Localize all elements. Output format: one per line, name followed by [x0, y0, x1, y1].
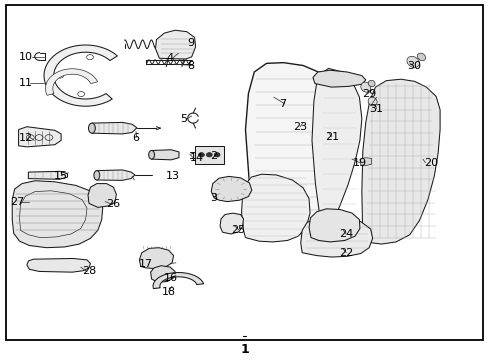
Text: 9: 9 [186, 38, 194, 48]
Text: 10: 10 [19, 52, 33, 62]
Polygon shape [241, 174, 309, 242]
Ellipse shape [88, 123, 95, 133]
Polygon shape [271, 91, 276, 101]
Text: 12: 12 [19, 132, 33, 143]
Text: 14: 14 [189, 153, 203, 163]
Polygon shape [27, 258, 90, 272]
Text: 1: 1 [240, 343, 248, 356]
Polygon shape [12, 181, 102, 248]
Text: 2: 2 [210, 150, 217, 161]
Polygon shape [155, 30, 195, 59]
Polygon shape [153, 273, 203, 289]
Ellipse shape [360, 82, 370, 92]
Polygon shape [211, 176, 251, 202]
Polygon shape [194, 146, 224, 164]
Text: 21: 21 [325, 132, 339, 142]
Ellipse shape [367, 80, 374, 87]
Polygon shape [150, 266, 175, 282]
Polygon shape [28, 171, 67, 179]
Polygon shape [245, 63, 351, 236]
Text: 13: 13 [166, 171, 180, 181]
Text: 29: 29 [361, 89, 375, 99]
Ellipse shape [406, 57, 419, 67]
Text: 31: 31 [369, 104, 383, 114]
Text: 20: 20 [424, 158, 438, 168]
Polygon shape [19, 127, 61, 147]
Polygon shape [220, 213, 243, 234]
Text: 25: 25 [230, 225, 244, 235]
Polygon shape [44, 45, 117, 106]
Ellipse shape [148, 150, 154, 159]
Ellipse shape [198, 153, 204, 157]
Text: 6: 6 [132, 132, 139, 143]
Polygon shape [277, 91, 282, 101]
Polygon shape [151, 150, 179, 160]
Text: 16: 16 [164, 273, 178, 283]
Polygon shape [97, 170, 135, 180]
Text: 24: 24 [339, 229, 353, 239]
Polygon shape [361, 79, 439, 244]
Text: 22: 22 [339, 248, 353, 258]
Polygon shape [308, 209, 359, 242]
Polygon shape [92, 122, 137, 134]
Text: 4: 4 [166, 53, 173, 63]
Polygon shape [88, 184, 116, 207]
Polygon shape [45, 69, 98, 95]
Text: 17: 17 [139, 258, 153, 269]
Text: 26: 26 [106, 199, 121, 210]
Ellipse shape [94, 171, 100, 180]
Text: 18: 18 [161, 287, 175, 297]
Text: 30: 30 [406, 60, 420, 71]
Polygon shape [312, 70, 365, 87]
Ellipse shape [214, 153, 220, 157]
Text: 3: 3 [210, 193, 217, 203]
Text: 15: 15 [54, 171, 68, 181]
Text: 8: 8 [186, 60, 194, 71]
Polygon shape [311, 68, 361, 230]
Polygon shape [300, 216, 372, 257]
Ellipse shape [367, 97, 376, 106]
Text: 28: 28 [82, 266, 96, 276]
Polygon shape [283, 91, 288, 101]
Text: 23: 23 [293, 122, 307, 132]
Polygon shape [139, 248, 173, 269]
Text: 19: 19 [352, 158, 366, 168]
Ellipse shape [206, 153, 212, 157]
Text: 5: 5 [180, 114, 186, 124]
Text: 27: 27 [10, 197, 24, 207]
Polygon shape [359, 158, 371, 166]
Text: 11: 11 [19, 78, 33, 88]
Text: 7: 7 [278, 99, 285, 109]
Ellipse shape [416, 53, 425, 61]
